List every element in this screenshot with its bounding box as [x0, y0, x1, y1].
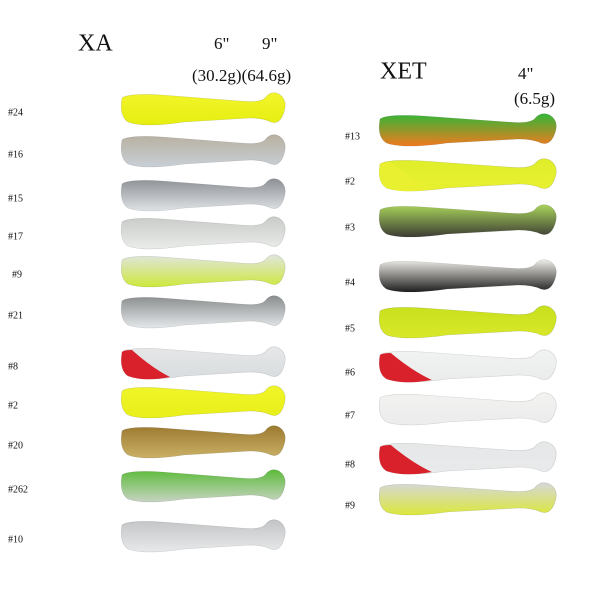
item-label: #5 — [345, 323, 355, 334]
lure — [120, 92, 286, 126]
lure — [120, 385, 286, 419]
lure — [120, 254, 286, 288]
lure-body — [120, 385, 286, 419]
lure — [120, 425, 286, 459]
series-title: XET — [380, 59, 427, 85]
size-label: 4" — [518, 64, 533, 83]
lure-head — [121, 350, 170, 380]
lure-head — [379, 162, 432, 192]
lure — [378, 392, 557, 426]
item-label: #10 — [8, 534, 23, 545]
lure-body — [120, 519, 286, 553]
item-label: #17 — [8, 231, 23, 242]
size-label: 6" — [214, 34, 229, 53]
item-label: #3 — [345, 222, 355, 233]
lure-head — [379, 445, 432, 475]
lure — [120, 134, 286, 168]
item-label: #13 — [345, 131, 360, 142]
lure — [378, 259, 557, 293]
lure — [378, 113, 557, 147]
lure — [378, 482, 557, 516]
lure — [120, 178, 286, 212]
lure-body — [120, 295, 286, 329]
item-label: #2 — [8, 400, 18, 411]
lure-body — [378, 305, 557, 339]
size-label: 9" — [262, 34, 277, 53]
lure-body — [120, 469, 286, 503]
lure — [378, 349, 557, 383]
lure — [120, 519, 286, 553]
item-label: #20 — [8, 440, 23, 451]
lure-body — [378, 204, 557, 238]
item-label: #9 — [12, 269, 22, 280]
item-label: #8 — [345, 459, 355, 470]
lure-body — [120, 425, 286, 459]
item-label: #8 — [8, 361, 18, 372]
item-label: #9 — [345, 500, 355, 511]
lure — [120, 216, 286, 250]
lure — [378, 204, 557, 238]
item-label: #7 — [345, 410, 355, 421]
lure — [378, 158, 557, 192]
series-title: XA — [78, 31, 113, 57]
lure-body — [378, 392, 557, 426]
lure — [378, 441, 557, 475]
item-label: #6 — [345, 367, 355, 378]
lure-body — [378, 113, 557, 147]
item-label: #15 — [8, 193, 23, 204]
lure — [120, 469, 286, 503]
lure-body — [120, 254, 286, 288]
lure-body — [120, 216, 286, 250]
item-label: #4 — [345, 277, 355, 288]
item-label: #24 — [8, 107, 23, 118]
lure-head — [379, 353, 432, 383]
item-label: #21 — [8, 310, 23, 321]
weight-label: (30.2g)(64.6g) — [192, 66, 291, 85]
lure — [378, 305, 557, 339]
lure-body — [120, 178, 286, 212]
lure-body — [378, 482, 557, 516]
item-label: #16 — [8, 149, 23, 160]
lure-body — [120, 92, 286, 126]
lure — [120, 295, 286, 329]
item-label: #262 — [8, 484, 28, 495]
weight-label: (6.5g) — [514, 89, 555, 108]
item-label: #2 — [345, 176, 355, 187]
lure-body — [120, 134, 286, 168]
lure-body — [378, 259, 557, 293]
lure — [120, 346, 286, 380]
